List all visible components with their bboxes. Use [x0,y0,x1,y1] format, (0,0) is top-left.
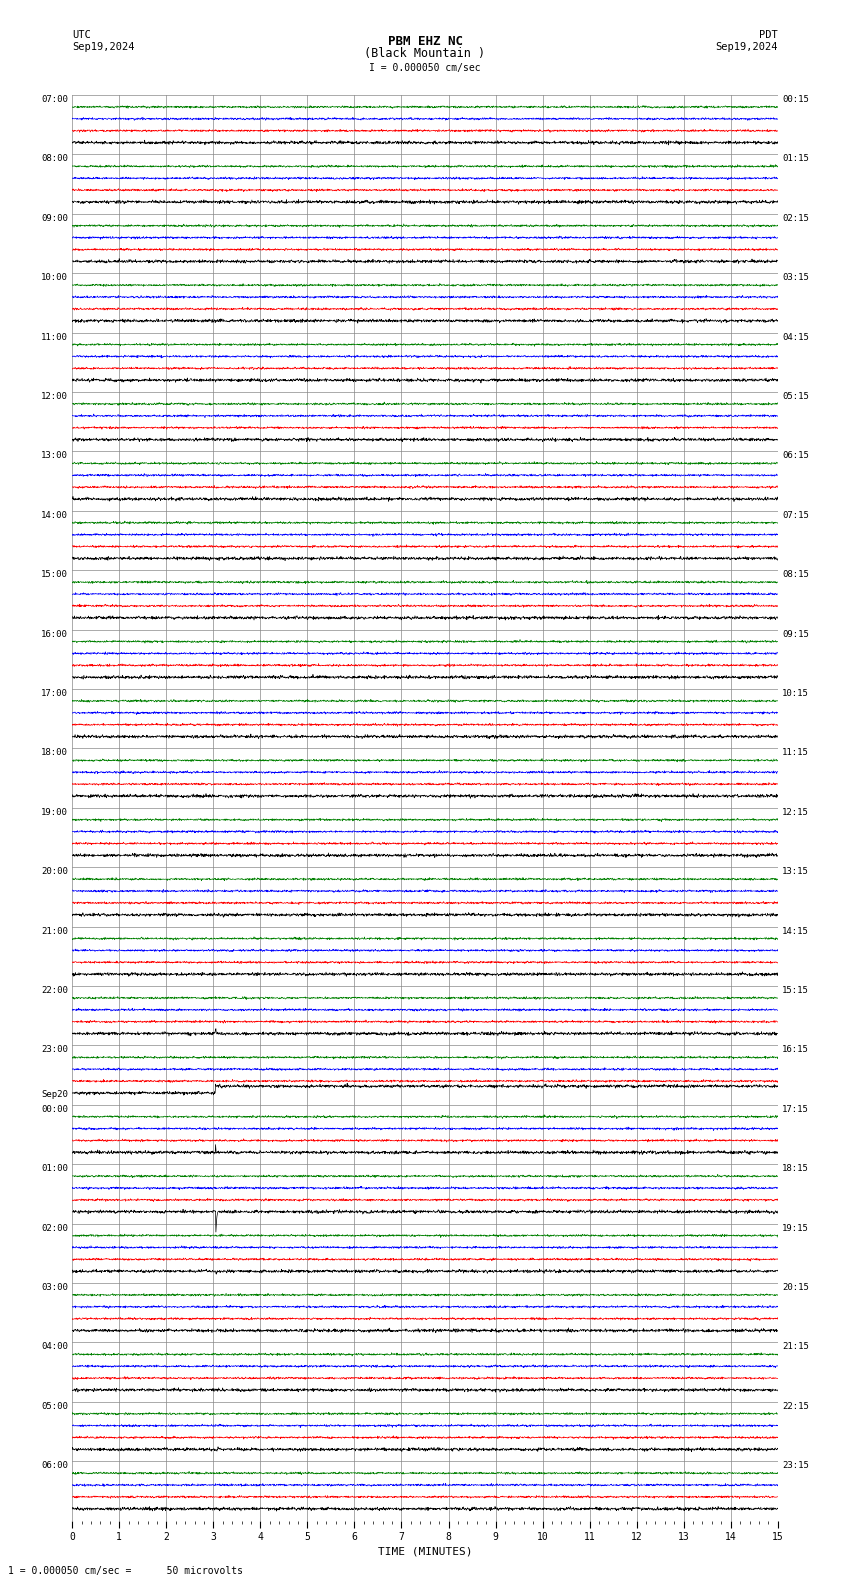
Text: 17:15: 17:15 [782,1106,809,1114]
Text: 11:15: 11:15 [782,749,809,757]
Text: 05:15: 05:15 [782,393,809,401]
Text: 02:15: 02:15 [782,214,809,223]
Text: PBM EHZ NC: PBM EHZ NC [388,35,462,48]
Text: 08:15: 08:15 [782,570,809,580]
Text: 16:15: 16:15 [782,1045,809,1055]
Text: PDT: PDT [759,30,778,40]
Text: 19:00: 19:00 [41,808,68,817]
Text: 13:00: 13:00 [41,451,68,461]
Text: 15:00: 15:00 [41,570,68,580]
Text: 01:00: 01:00 [41,1164,68,1174]
Text: 03:00: 03:00 [41,1283,68,1293]
Text: 09:00: 09:00 [41,214,68,223]
Text: 18:00: 18:00 [41,749,68,757]
Text: 14:15: 14:15 [782,927,809,936]
Text: 22:15: 22:15 [782,1402,809,1411]
Text: 07:15: 07:15 [782,510,809,520]
Text: 20:00: 20:00 [41,868,68,876]
Text: 09:15: 09:15 [782,629,809,638]
Text: 18:15: 18:15 [782,1164,809,1174]
Text: 21:00: 21:00 [41,927,68,936]
Text: 23:00: 23:00 [41,1045,68,1055]
Text: UTC: UTC [72,30,91,40]
Text: 00:15: 00:15 [782,95,809,105]
Text: 04:00: 04:00 [41,1342,68,1351]
Text: 06:15: 06:15 [782,451,809,461]
Text: 11:00: 11:00 [41,333,68,342]
Text: 01:15: 01:15 [782,154,809,163]
Text: 03:15: 03:15 [782,274,809,282]
Text: 02:00: 02:00 [41,1223,68,1232]
Text: 22:00: 22:00 [41,985,68,995]
X-axis label: TIME (MINUTES): TIME (MINUTES) [377,1546,473,1557]
Text: Sep19,2024: Sep19,2024 [715,43,778,52]
Text: 06:00: 06:00 [41,1460,68,1470]
Text: 1 = 0.000050 cm/sec =      50 microvolts: 1 = 0.000050 cm/sec = 50 microvolts [8,1567,243,1576]
Text: (Black Mountain ): (Black Mountain ) [365,48,485,60]
Text: 05:00: 05:00 [41,1402,68,1411]
Text: Sep19,2024: Sep19,2024 [72,43,135,52]
Text: 23:15: 23:15 [782,1460,809,1470]
Text: 12:00: 12:00 [41,393,68,401]
Text: 16:00: 16:00 [41,629,68,638]
Text: 10:00: 10:00 [41,274,68,282]
Text: 13:15: 13:15 [782,868,809,876]
Text: 14:00: 14:00 [41,510,68,520]
Text: 00:00: 00:00 [41,1106,68,1114]
Text: I = 0.000050 cm/sec: I = 0.000050 cm/sec [369,63,481,73]
Text: 04:15: 04:15 [782,333,809,342]
Text: 20:15: 20:15 [782,1283,809,1293]
Text: 10:15: 10:15 [782,689,809,699]
Text: 07:00: 07:00 [41,95,68,105]
Text: 21:15: 21:15 [782,1342,809,1351]
Text: 15:15: 15:15 [782,985,809,995]
Text: 19:15: 19:15 [782,1223,809,1232]
Text: 08:00: 08:00 [41,154,68,163]
Text: 12:15: 12:15 [782,808,809,817]
Text: 17:00: 17:00 [41,689,68,699]
Text: Sep20: Sep20 [41,1090,68,1099]
